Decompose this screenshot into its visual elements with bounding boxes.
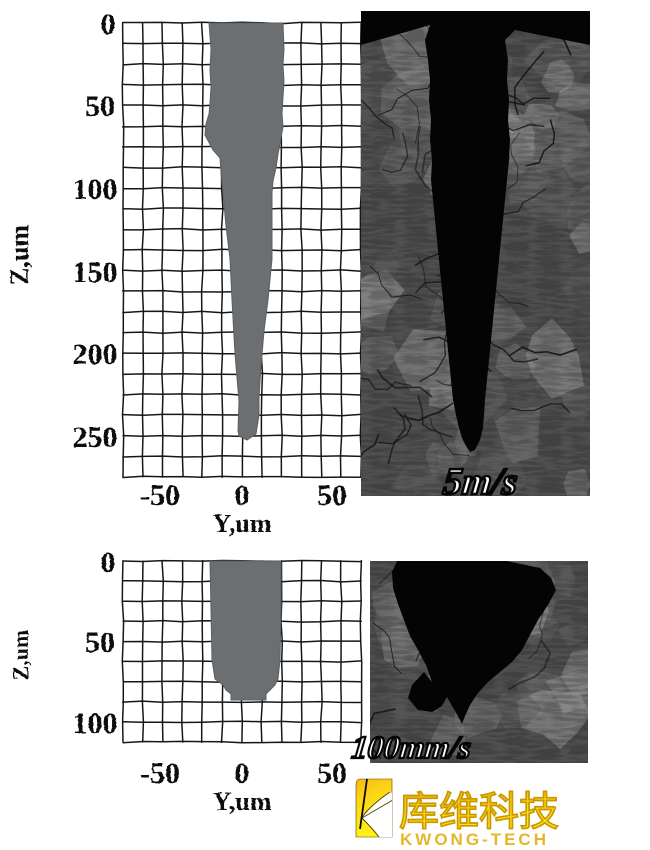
svg-text:Z,um: Z,um: [5, 225, 34, 285]
svg-text:150: 150: [73, 256, 118, 289]
svg-text:库维科技: 库维科技: [399, 790, 559, 834]
svg-text:50: 50: [317, 757, 347, 790]
svg-text:50: 50: [85, 626, 115, 659]
svg-text:0: 0: [101, 8, 116, 41]
svg-text:-50: -50: [140, 757, 180, 790]
svg-text:Z,um: Z,um: [8, 630, 33, 681]
svg-text:5m/s: 5m/s: [441, 461, 519, 503]
svg-text:100: 100: [73, 173, 118, 206]
svg-text:0: 0: [101, 546, 116, 579]
svg-text:250: 250: [73, 421, 118, 454]
svg-text:50: 50: [317, 479, 347, 512]
svg-text:200: 200: [73, 338, 118, 371]
svg-text:-50: -50: [140, 479, 180, 512]
svg-text:Y,um: Y,um: [212, 787, 271, 816]
svg-text:100mm/s: 100mm/s: [350, 729, 473, 765]
svg-text:0: 0: [235, 757, 250, 790]
svg-text:50: 50: [85, 90, 115, 123]
svg-text:Y,um: Y,um: [212, 509, 271, 538]
svg-text:100: 100: [73, 707, 118, 740]
svg-text:0: 0: [235, 479, 250, 512]
svg-text:KWONG-TECH: KWONG-TECH: [400, 830, 549, 849]
